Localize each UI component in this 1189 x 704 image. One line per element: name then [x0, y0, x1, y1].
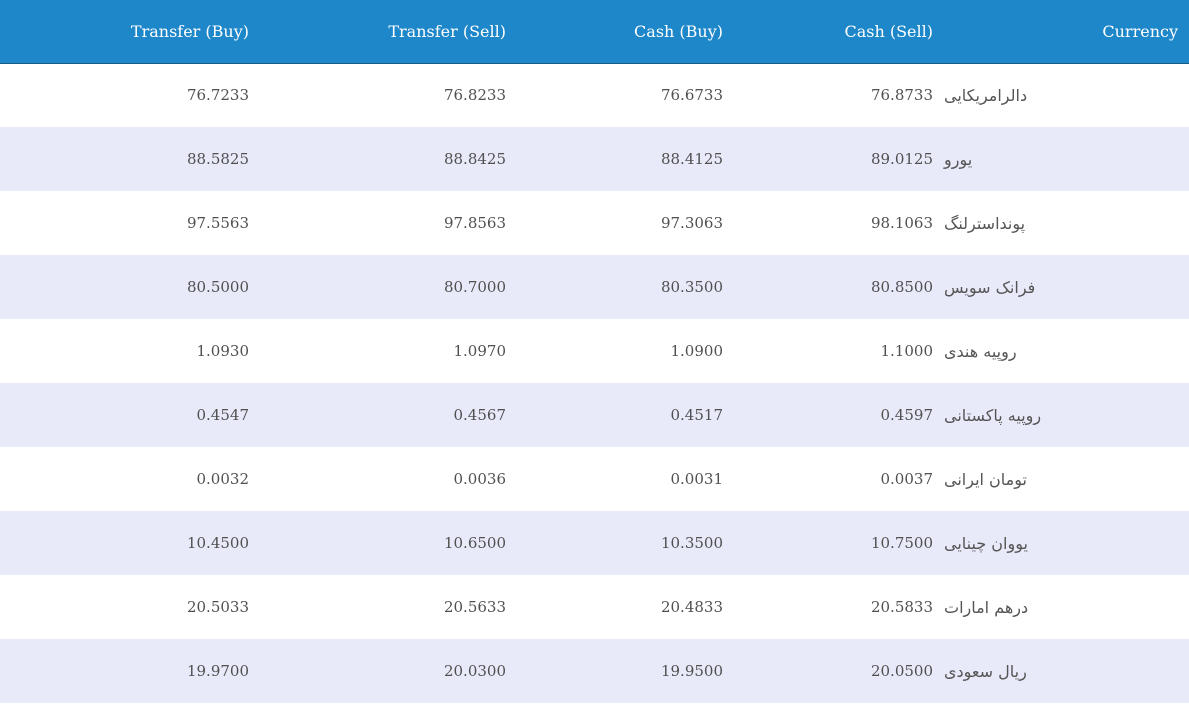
currency-name: روپیه هندی	[944, 341, 1017, 361]
transfer-sell-cell: 20.0300	[443, 662, 506, 680]
currency-name: درهم امارات	[944, 597, 1029, 617]
currency-name: روپیه پاکستانی	[944, 405, 1042, 425]
transfer-buy-cell: 0.0032	[196, 470, 250, 488]
header-transfer-sell: Transfer (Sell)	[260, 0, 517, 64]
transfer-sell-cell: 20.5633	[443, 598, 506, 616]
cash-buy-cell: 97.3063	[660, 214, 723, 232]
currency-name-cell: تومان ایرانی	[944, 447, 1189, 511]
cash-sell-cell: 0.0037	[880, 470, 934, 488]
currency-name-cell: یورو	[944, 127, 1189, 191]
transfer-sell-cell: 76.8233	[443, 86, 506, 105]
cash-buy-cell: 88.4125	[660, 150, 723, 168]
transfer-buy-cell: 1.0930	[196, 342, 250, 360]
currency-name-cell: درهم امارات	[944, 575, 1189, 639]
currency-name-cell: روپیه هندی	[944, 319, 1189, 383]
transfer-buy-cell: 0.4547	[196, 406, 250, 424]
currency-name: فرانک سویس	[944, 277, 1036, 297]
table-row: 76.7233 76.8233 76.6733 76.8733 دالرامری…	[0, 63, 1189, 127]
header-transfer-buy: Transfer (Buy)	[0, 0, 260, 64]
table-row: 1.0930 1.0970 1.0900 1.1000 روپیه هندی	[0, 319, 1189, 383]
cash-sell-cell: 89.0125	[870, 150, 933, 168]
transfer-buy-cell: 88.5825	[186, 150, 249, 168]
currency-name-cell: یووان چینایی	[944, 511, 1189, 575]
currency-name-cell: ریال سعودی	[944, 639, 1189, 703]
cash-sell-cell: 80.8500	[870, 278, 933, 296]
table-row: 10.4500 10.6500 10.3500 10.7500 یووان چی…	[0, 511, 1189, 575]
cash-buy-cell: 1.0900	[670, 342, 724, 360]
currency-name: ریال سعودی	[944, 661, 1027, 681]
table-row: 20.5033 20.5633 20.4833 20.5833 درهم اما…	[0, 575, 1189, 639]
transfer-sell-cell: 10.6500	[443, 534, 506, 552]
table-row: 19.9700 20.0300 19.9500 20.0500 ریال سعو…	[0, 639, 1189, 703]
transfer-buy-cell: 80.5000	[186, 278, 249, 296]
transfer-sell-cell: 88.8425	[443, 150, 506, 168]
table-row: 88.5825 88.8425 88.4125 89.0125 یورو	[0, 127, 1189, 191]
header-cash-buy: Cash (Buy)	[517, 0, 734, 64]
currency-name-cell: روپیه پاکستانی	[944, 383, 1189, 447]
currency-name-cell: فرانک سویس	[944, 255, 1189, 319]
cash-sell-cell: 76.8733	[870, 86, 933, 105]
cash-sell-cell: 20.5833	[870, 598, 933, 616]
cash-buy-cell: 10.3500	[660, 534, 723, 552]
cash-buy-cell: 19.9500	[660, 662, 723, 680]
transfer-sell-cell: 0.0036	[453, 470, 507, 488]
currency-name: دالرامریکایی	[944, 85, 1028, 105]
currency-name: یووان چینایی	[944, 533, 1028, 553]
table-row: 97.5563 97.8563 97.3063 98.1063 پونداستر…	[0, 191, 1189, 255]
transfer-sell-cell: 1.0970	[453, 342, 507, 360]
transfer-buy-cell: 20.5033	[186, 598, 249, 616]
cash-sell-cell: 20.0500	[870, 662, 933, 680]
cash-buy-cell: 20.4833	[660, 598, 723, 616]
header-cash-sell: Cash (Sell)	[734, 0, 944, 64]
header-row: Transfer (Buy) Transfer (Sell) Cash (Buy…	[0, 0, 1189, 64]
table-row: 0.4547 0.4567 0.4517 0.4597 روپیه پاکستا…	[0, 383, 1189, 447]
transfer-sell-cell: 0.4567	[453, 406, 507, 424]
table-row: 80.5000 80.7000 80.3500 80.8500 فرانک سو…	[0, 255, 1189, 319]
transfer-buy-cell: 19.9700	[186, 662, 249, 680]
transfer-buy-cell: 97.5563	[186, 214, 249, 232]
cash-buy-cell: 0.4517	[670, 406, 724, 424]
cash-sell-cell: 1.1000	[880, 342, 934, 360]
transfer-buy-cell: 76.7233	[186, 86, 249, 105]
transfer-buy-cell: 10.4500	[186, 534, 249, 552]
transfer-sell-cell: 97.8563	[443, 214, 506, 232]
table-row: 0.0032 0.0036 0.0031 0.0037 تومان ایرانی	[0, 447, 1189, 511]
currency-name: یورو	[944, 149, 973, 169]
currency-name-cell: دالرامریکایی	[944, 63, 1189, 127]
currency-name: پونداسترلنگ	[944, 213, 1026, 233]
currency-name-cell: پونداسترلنگ	[944, 191, 1189, 255]
table-header: Transfer (Buy) Transfer (Sell) Cash (Buy…	[0, 0, 1189, 64]
cash-buy-cell: 80.3500	[660, 278, 723, 296]
cash-sell-cell: 0.4597	[880, 406, 934, 424]
table-body: 76.7233 76.8233 76.6733 76.8733 دالرامری…	[0, 63, 1189, 703]
currency-name: تومان ایرانی	[944, 469, 1027, 489]
cash-sell-cell: 98.1063	[870, 214, 933, 232]
cash-buy-cell: 76.6733	[660, 86, 723, 105]
cash-sell-cell: 10.7500	[870, 534, 933, 552]
header-currency: Currency	[944, 0, 1189, 64]
cash-buy-cell: 0.0031	[670, 470, 724, 488]
transfer-sell-cell: 80.7000	[443, 278, 506, 296]
